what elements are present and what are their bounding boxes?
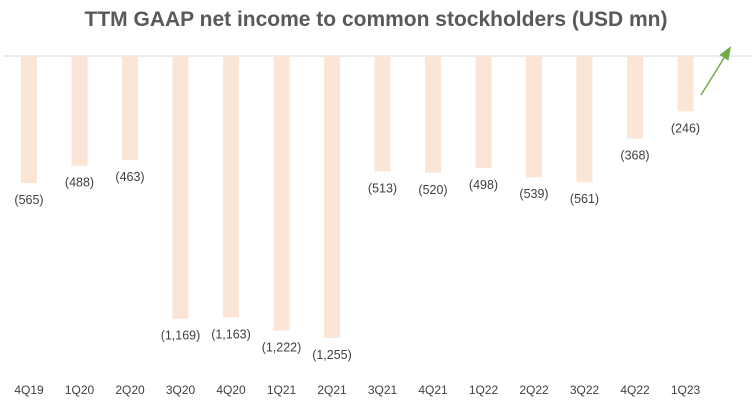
bar-2Q20 — [122, 56, 138, 160]
x-tick-label: 1Q20 — [65, 383, 95, 397]
x-tick-label: 1Q21 — [267, 383, 297, 397]
bar-2Q21 — [324, 56, 340, 338]
bar-3Q21 — [374, 56, 391, 172]
x-tick-label: 2Q22 — [519, 383, 549, 397]
data-label-3Q20: (1,169) — [161, 329, 201, 343]
x-tick-label: 4Q20 — [216, 383, 246, 397]
x-tick-label: 1Q23 — [671, 383, 701, 397]
x-tick-label: 3Q20 — [166, 383, 196, 397]
data-label-1Q22: (498) — [469, 178, 498, 192]
data-label-1Q23: (246) — [671, 121, 700, 135]
data-label-4Q20: (1,163) — [211, 327, 251, 341]
x-tick-label: 4Q21 — [418, 383, 448, 397]
chart-title: TTM GAAP net income to common stockholde… — [84, 8, 668, 31]
bar-1Q22 — [475, 56, 492, 168]
data-label-2Q22: (539) — [519, 187, 548, 201]
x-tick-label: 2Q21 — [317, 383, 347, 397]
data-label-2Q21: (1,255) — [312, 348, 352, 362]
bar-4Q21 — [425, 56, 441, 173]
x-tick-label: 1Q22 — [469, 383, 499, 397]
bar-3Q20 — [172, 56, 189, 319]
bar-1Q21 — [273, 56, 290, 331]
data-label-3Q22: (561) — [570, 192, 599, 206]
trend-arrow-icon — [700, 46, 731, 96]
x-tick-label: 2Q20 — [115, 383, 145, 397]
data-label-4Q22: (368) — [620, 149, 649, 163]
data-label-4Q21: (520) — [418, 183, 447, 197]
bar-3Q22 — [576, 56, 593, 183]
bar-2Q22 — [526, 56, 542, 178]
x-tick-label: 3Q22 — [570, 383, 600, 397]
data-label-1Q20: (488) — [65, 176, 94, 190]
bar-4Q22 — [627, 56, 643, 139]
bar-1Q20 — [71, 56, 88, 166]
x-tick-label: 4Q22 — [620, 383, 650, 397]
data-label-4Q19: (565) — [14, 193, 43, 207]
data-label-3Q21: (513) — [368, 181, 397, 195]
data-label-1Q21: (1,222) — [262, 341, 302, 355]
bar-4Q19 — [21, 56, 37, 183]
x-tick-label: 4Q19 — [14, 383, 44, 397]
bar-4Q20 — [223, 56, 239, 318]
x-tick-label: 3Q21 — [368, 383, 398, 397]
bar-1Q23 — [677, 56, 694, 112]
data-label-2Q20: (463) — [115, 170, 144, 184]
